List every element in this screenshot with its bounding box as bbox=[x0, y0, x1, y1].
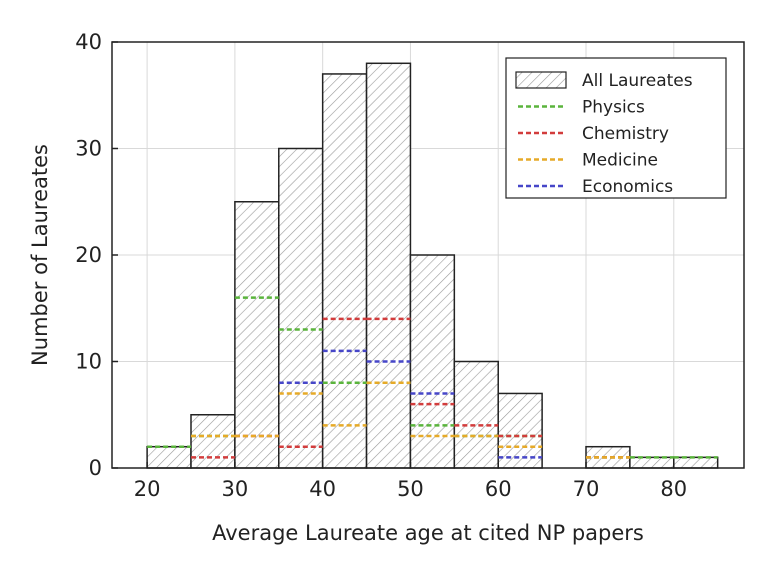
x-tick-label: 50 bbox=[397, 477, 424, 501]
x-tick-label: 20 bbox=[134, 477, 161, 501]
histogram-bar bbox=[497, 392, 543, 469]
x-tick-label: 30 bbox=[222, 477, 249, 501]
y-axis-label: Number of Laureates bbox=[28, 144, 52, 366]
x-axis-label: Average Laureate age at cited NP papers bbox=[212, 521, 644, 545]
legend-label: All Laureates bbox=[582, 71, 693, 91]
histogram-bar bbox=[629, 456, 675, 469]
histogram-bar bbox=[190, 414, 236, 469]
legend: All Laureates Physics Chemistry Medicine Eco… bbox=[505, 57, 727, 199]
histogram-bar bbox=[321, 73, 368, 469]
histogram-bar bbox=[146, 445, 192, 469]
histogram-bar bbox=[365, 62, 412, 469]
x-tick-label: 40 bbox=[309, 477, 336, 501]
axis-ticks: 20 30 40 50 60 70 80 0 10 20 30 40 bbox=[75, 30, 687, 501]
histogram-bar bbox=[278, 147, 324, 469]
x-tick-label: 60 bbox=[485, 477, 512, 501]
y-tick-label: 30 bbox=[75, 137, 102, 161]
histogram-bar bbox=[453, 360, 499, 469]
legend-label: Economics bbox=[582, 177, 673, 197]
series-lines bbox=[147, 296, 718, 459]
legend-label: Chemistry bbox=[582, 124, 669, 144]
x-tick-label: 70 bbox=[573, 477, 600, 501]
histogram-bar bbox=[585, 445, 631, 469]
bars bbox=[146, 62, 719, 469]
histogram-bar bbox=[234, 201, 280, 469]
legend-label: Physics bbox=[582, 98, 645, 118]
y-tick-label: 40 bbox=[75, 30, 102, 54]
legend-swatch bbox=[515, 71, 567, 89]
legend-label: Medicine bbox=[582, 151, 658, 171]
y-tick-label: 10 bbox=[75, 350, 102, 374]
histogram-bar bbox=[673, 456, 719, 469]
histogram-bar bbox=[409, 254, 456, 469]
y-tick-label: 0 bbox=[89, 456, 102, 480]
x-tick-label: 80 bbox=[660, 477, 687, 501]
y-tick-label: 20 bbox=[75, 243, 102, 267]
